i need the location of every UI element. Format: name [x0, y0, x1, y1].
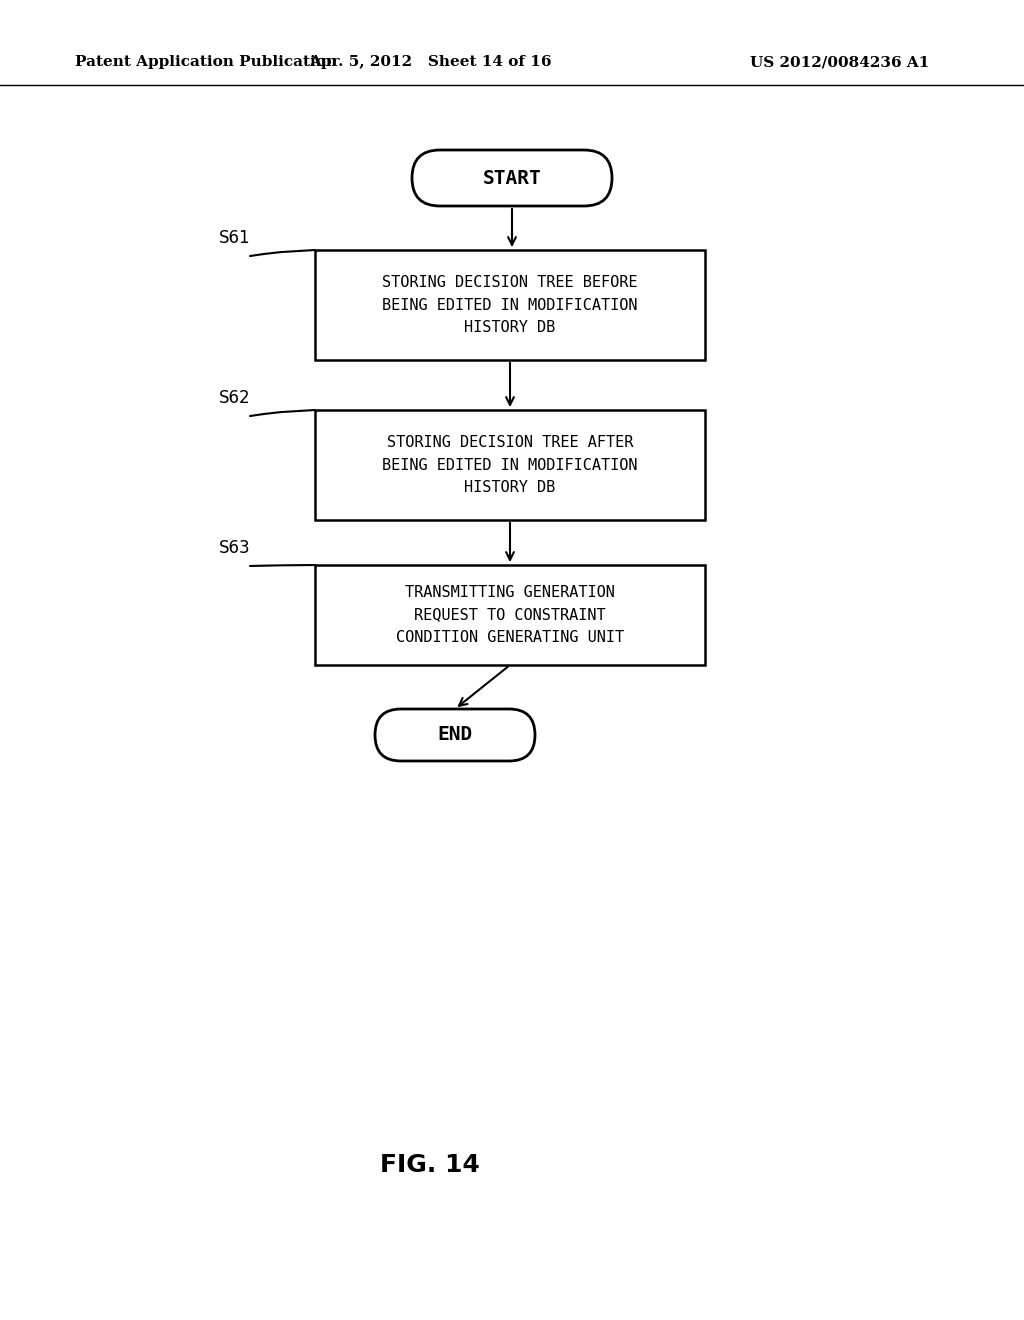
Text: TRANSMITTING GENERATION
REQUEST TO CONSTRAINT
CONDITION GENERATING UNIT: TRANSMITTING GENERATION REQUEST TO CONST… — [396, 585, 624, 644]
FancyBboxPatch shape — [412, 150, 612, 206]
Text: START: START — [482, 169, 542, 187]
FancyBboxPatch shape — [315, 411, 705, 520]
Text: STORING DECISION TREE AFTER
BEING EDITED IN MODIFICATION
HISTORY DB: STORING DECISION TREE AFTER BEING EDITED… — [382, 436, 638, 495]
Text: S62: S62 — [219, 389, 251, 407]
Text: FIG. 14: FIG. 14 — [380, 1152, 480, 1177]
FancyBboxPatch shape — [315, 249, 705, 360]
Text: STORING DECISION TREE BEFORE
BEING EDITED IN MODIFICATION
HISTORY DB: STORING DECISION TREE BEFORE BEING EDITE… — [382, 276, 638, 335]
Text: US 2012/0084236 A1: US 2012/0084236 A1 — [750, 55, 930, 69]
FancyBboxPatch shape — [375, 709, 535, 762]
Text: Apr. 5, 2012   Sheet 14 of 16: Apr. 5, 2012 Sheet 14 of 16 — [309, 55, 551, 69]
Text: END: END — [437, 726, 473, 744]
Text: Patent Application Publication: Patent Application Publication — [75, 55, 337, 69]
FancyBboxPatch shape — [315, 565, 705, 665]
Text: S63: S63 — [219, 539, 251, 557]
Text: S61: S61 — [219, 228, 251, 247]
